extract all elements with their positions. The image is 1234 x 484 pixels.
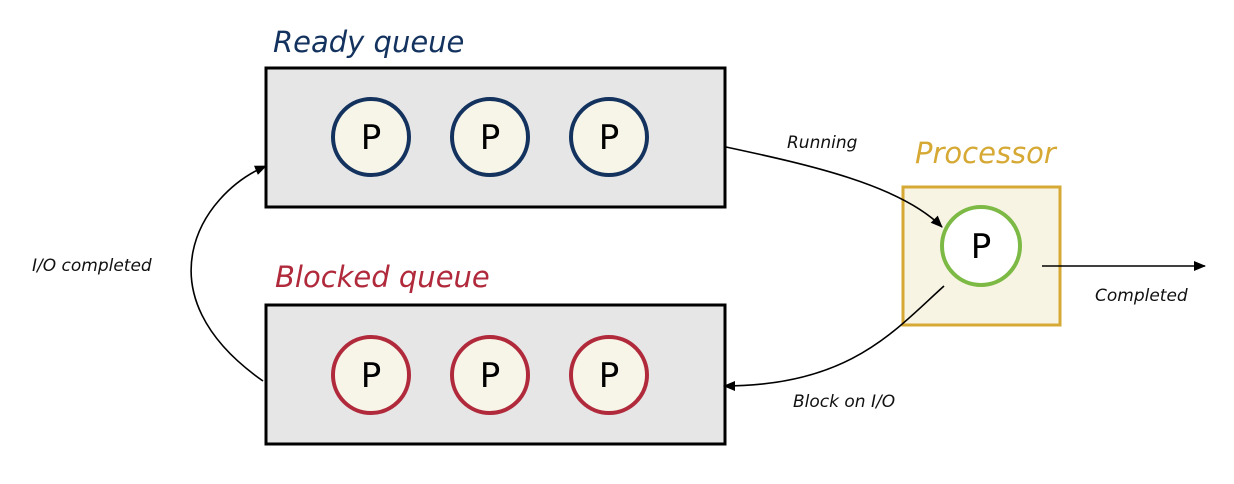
completed-label: Completed [1095,286,1188,306]
block-on-io-label: Block on I/O [793,392,895,412]
blocked-process-2-label: P [480,356,501,396]
blocked-process-3-circle [569,335,649,415]
ready-queue-title: Ready queue [273,25,464,59]
blocked-process-3-label: P [599,356,620,396]
ready-process-2-label: P [480,118,501,158]
io-completed-arrow [190,165,267,382]
running-process-circle [940,205,1022,287]
blocked-process-1: P [331,335,411,415]
running-arrow [725,146,943,228]
running-label: Running [787,133,858,153]
blocked-process-1-circle [331,335,411,415]
blocked-queue-title: Blocked queue [275,260,490,294]
ready-process-3-label: P [599,118,620,158]
blocked-process-3: P [569,335,649,415]
ready-process-1-label: P [361,118,382,158]
ready-process-1-circle [331,97,411,177]
blocked-process-1-label: P [361,356,382,396]
ready-process-2: P [450,97,530,177]
running-process-label: P [971,227,992,267]
block-on-io-arrow [723,285,945,391]
processor-title: Processor [915,136,1058,170]
ready-process-2-circle [450,97,530,177]
ready-process-3-circle [569,97,649,177]
processor: P [901,185,1062,327]
blocked-process-2-circle [450,335,530,415]
ready-process-1: P [331,97,411,177]
ready-queue: P P P [264,66,727,209]
io-completed-label: I/O completed [32,256,152,276]
ready-process-3: P [569,97,649,177]
blocked-queue: P P P [264,303,727,446]
blocked-process-2: P [450,335,530,415]
